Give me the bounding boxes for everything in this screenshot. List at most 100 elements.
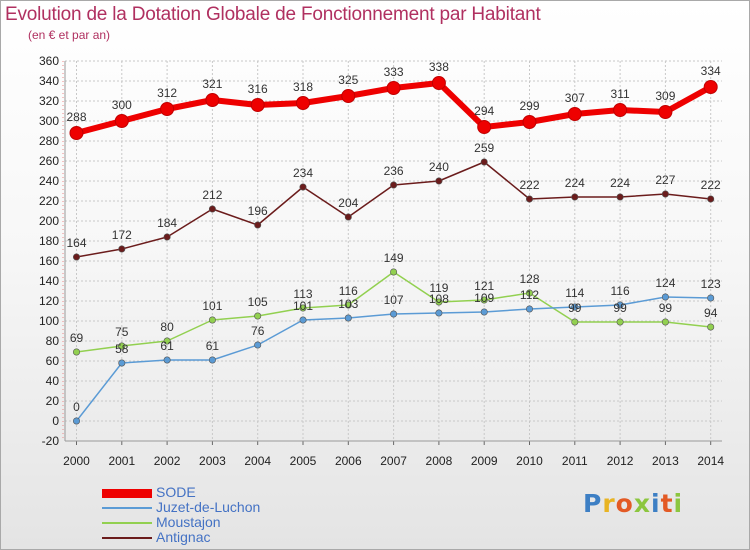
data-point-juzet-de-luchon [118,359,126,367]
data-point-moustajon [480,296,488,304]
data-label-juzet-de-luchon: 61 [160,339,174,353]
y-tick-label: 180 [39,234,59,248]
data-point-sode [160,102,175,116]
data-point-sode [703,80,718,94]
data-point-moustajon [254,312,262,320]
data-label-antignac: 196 [248,204,268,218]
data-point-moustajon [208,316,216,324]
data-label-antignac: 172 [112,228,132,242]
data-point-antignac [73,253,81,261]
data-label-moustajon: 116 [339,284,358,298]
data-label-juzet-de-luchon: 114 [565,286,584,300]
data-point-antignac [208,205,216,213]
data-point-sode [296,96,310,110]
data-point-sode [431,76,446,90]
data-label-antignac: 222 [701,178,721,192]
data-point-antignac [571,193,579,201]
y-tick-label: 260 [39,154,59,168]
data-point-moustajon [344,301,352,309]
legend-item: Antignac [102,530,260,545]
data-label-antignac: 224 [565,176,585,190]
data-label-antignac: 240 [429,160,449,174]
data-point-juzet-de-luchon [73,417,81,425]
chart-legend: SODE Juzet-de-Luchon Moustajon Antignac [102,485,260,545]
data-label-juzet-de-luchon: 0 [73,400,80,414]
chart-subtitle: (en € et par an) [28,28,111,42]
logo-letter: t [660,489,674,518]
data-point-moustajon [707,323,715,331]
y-tick-label: 280 [39,134,59,148]
y-tick-label: 320 [39,94,59,108]
data-label-moustajon: 75 [115,325,129,339]
data-label-juzet-de-luchon: 108 [429,292,449,306]
data-point-moustajon [435,298,443,306]
y-tick-label: 360 [39,54,59,68]
data-point-juzet-de-luchon [435,309,443,317]
x-tick-label: 2009 [471,454,498,468]
logo-letter: P [583,489,603,518]
data-label-sode: 325 [338,73,358,87]
data-point-antignac [525,195,533,203]
logo-letter: x [633,489,651,518]
data-point-juzet-de-luchon [254,341,262,349]
legend-label: Moustajon [156,514,221,530]
logo-letter: o [615,489,634,518]
data-point-moustajon [616,318,624,326]
data-point-moustajon [571,318,579,326]
data-point-moustajon [73,348,81,356]
data-label-juzet-de-luchon: 76 [251,324,265,338]
legend-label: Juzet-de-Luchon [156,499,261,515]
y-tick-label: -20 [42,434,60,448]
data-point-sode [341,89,356,103]
data-label-juzet-de-luchon: 58 [115,342,129,356]
data-label-sode: 294 [474,104,494,118]
x-tick-label: 2007 [380,454,407,468]
data-label-antignac: 224 [610,176,630,190]
data-label-moustajon: 128 [519,272,539,286]
data-label-moustajon: 80 [160,320,174,334]
data-label-moustajon: 113 [293,287,312,301]
data-label-moustajon: 99 [659,301,673,315]
data-label-antignac: 212 [202,188,222,202]
data-point-juzet-de-luchon [344,314,352,322]
legend-swatch [102,537,152,540]
data-label-sode: 316 [248,82,268,96]
data-label-juzet-de-luchon: 107 [384,293,404,307]
data-point-sode [69,126,84,140]
data-point-juzet-de-luchon [299,316,307,324]
data-point-sode [386,81,401,95]
y-tick-label: 80 [46,334,60,348]
data-label-moustajon: 121 [474,279,494,293]
data-label-juzet-de-luchon: 103 [338,297,358,311]
y-tick-label: 300 [39,114,59,128]
data-label-sode: 299 [519,99,539,113]
x-tick-label: 2013 [652,454,679,468]
data-label-antignac: 204 [338,196,358,210]
data-label-juzet-de-luchon: 109 [474,291,494,305]
legend-swatch [102,507,152,510]
x-tick-label: 2011 [562,454,588,468]
data-point-juzet-de-luchon [480,308,488,316]
x-tick-label: 2010 [516,454,543,468]
data-label-juzet-de-luchon: 101 [293,299,313,313]
y-tick-label: 60 [46,354,60,368]
legend-label: Antignac [156,529,211,545]
data-label-juzet-de-luchon: 112 [520,288,539,302]
data-point-sode [658,105,673,119]
data-point-sode [613,103,628,117]
data-point-sode [114,114,129,128]
data-point-juzet-de-luchon [163,356,171,364]
y-tick-label: 120 [39,294,59,308]
x-tick-label: 2000 [63,454,90,468]
data-point-antignac [254,221,262,229]
legend-label: SODE [156,484,196,500]
legend-swatch [102,522,152,525]
data-point-juzet-de-luchon [661,293,669,301]
data-point-antignac [163,233,171,241]
y-tick-label: 200 [39,214,59,228]
data-label-moustajon: 105 [248,295,268,309]
data-label-antignac: 259 [474,141,494,155]
data-label-moustajon: 149 [384,251,404,265]
chart-title: Evolution de la Dotation Globale de Fonc… [5,4,541,25]
